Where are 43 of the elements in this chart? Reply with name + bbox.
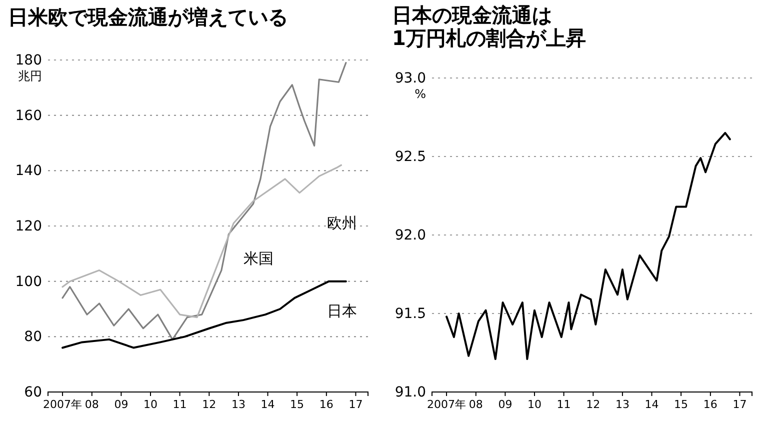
x-tick-label: 2007年 [43, 398, 82, 411]
x-tick-label: 08 [468, 398, 483, 411]
x-tick-label: 11 [172, 398, 187, 411]
line-series [446, 132, 731, 360]
x-tick-label: 12 [202, 398, 216, 411]
x-tick-label: 17 [732, 398, 747, 411]
x-tick-label: 10 [527, 398, 542, 411]
y-tick-label: 180 [15, 52, 42, 68]
y-tick-label: 91.5 [394, 306, 426, 322]
x-tick-label: 16 [703, 398, 718, 411]
x-tick-label: 08 [84, 398, 99, 411]
x-tick-label: 14 [260, 398, 275, 411]
x-tick-label: 13 [615, 398, 630, 411]
x-tick-label: 15 [290, 398, 304, 411]
chart-title: 日米欧で現金流通が増えている [8, 5, 288, 29]
x-tick-label: 2007年 [427, 398, 466, 411]
x-tick-label: 11 [556, 398, 571, 411]
x-tick-label: 14 [644, 398, 659, 411]
x-tick-label: 10 [143, 398, 158, 411]
y-tick-label: 140 [15, 163, 42, 180]
x-tick-label: 12 [586, 398, 600, 411]
y-tick-label: 92.0 [394, 227, 426, 244]
x-tick-label: 09 [114, 398, 128, 411]
y-tick-label: 92.5 [394, 148, 426, 165]
y-tick-label: 80 [24, 329, 42, 346]
x-tick-label: 09 [498, 398, 512, 411]
y-tick-label: 60 [24, 384, 42, 400]
y-tick-label: 100 [15, 274, 42, 290]
y-tick-label: 93.0 [394, 70, 426, 86]
x-tick-label: 17 [348, 398, 363, 411]
y-tick-label: 160 [15, 108, 42, 124]
y-axis-title: % [414, 87, 426, 101]
chart-title: 日本の現金流通は 1万円札の割合が上昇 [392, 3, 586, 50]
series-label: 米国 [244, 249, 274, 268]
line-series [62, 164, 342, 318]
x-tick-label: 15 [674, 398, 688, 411]
y-axis-title: 兆円 [18, 69, 42, 83]
y-tick-label: 120 [15, 218, 42, 234]
series-label: 日本 [326, 302, 357, 320]
text: 欧州 [326, 214, 357, 232]
x-tick-label: 16 [319, 398, 334, 411]
y-tick-label: 91.0 [394, 384, 426, 400]
x-tick-label: 13 [231, 398, 246, 411]
